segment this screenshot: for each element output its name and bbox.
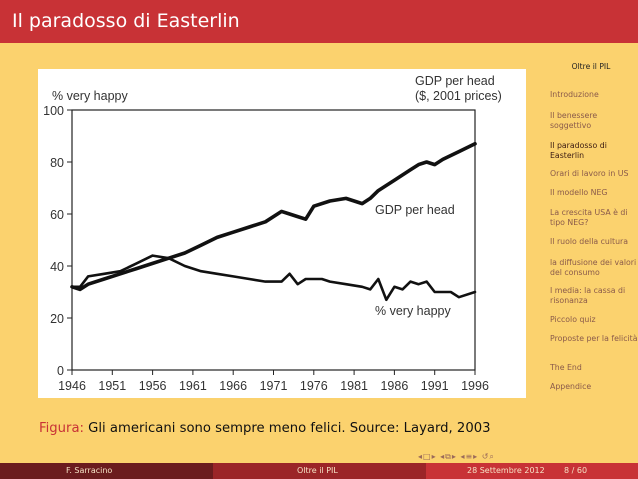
y-axis-label: % very happy	[52, 89, 128, 103]
nav-next-section-icon[interactable]: ▸	[473, 452, 479, 461]
plot-frame	[71, 109, 476, 371]
nav-next-subsection-icon[interactable]: ▸	[451, 452, 457, 461]
x-tick-label: 1976	[300, 379, 328, 393]
nav-prev-subsection-icon[interactable]: ◂	[440, 452, 446, 461]
nav-back-icon[interactable]: ↺	[481, 452, 490, 461]
slide-footer: F. Sarracino Oltre il PIL 28 Settembre 2…	[0, 463, 638, 479]
caption-label: Figura:	[39, 421, 84, 436]
right-axis-label-line2: ($, 2001 prices)	[415, 89, 502, 103]
slide-title: Il paradosso di Easterlin	[12, 10, 240, 32]
sidebar-item-proposte[interactable]: Proposte per la felicità	[550, 334, 638, 343]
footer-author: F. Sarracino	[66, 466, 113, 475]
line-chart: % very happy GDP per head ($, 2001 price…	[43, 74, 502, 393]
y-tick-label: 80	[50, 156, 64, 170]
sidebar-item-valori[interactable]: la diffusione dei valori del consumo	[550, 258, 637, 277]
caption-text: Gli americani sono sempre meno felici. S…	[88, 421, 491, 436]
footer-date: 28 Settembre 2012	[467, 466, 545, 475]
footer-title-box: Oltre il PIL	[213, 463, 426, 479]
x-tick-label: 1956	[139, 379, 167, 393]
annotation-happy: % very happy	[375, 304, 451, 318]
y-tick-label: 20	[50, 312, 64, 326]
x-tick-label: 1996	[461, 379, 489, 393]
annotation-gdp: GDP per head	[375, 203, 455, 217]
sidebar-navigation: Oltre il PIL Introduzione Il benessere s…	[548, 62, 638, 391]
nav-next-frame-icon[interactable]: ▸	[431, 452, 437, 461]
chart-figure: % very happy GDP per head ($, 2001 price…	[38, 69, 526, 398]
y-tick-label: 0	[57, 364, 64, 378]
x-tick-label: 1966	[219, 379, 247, 393]
nav-frame-icon[interactable]: □	[423, 452, 432, 461]
sidebar-item-easterlin[interactable]: Il paradosso di Easterlin	[550, 141, 607, 160]
right-axis-label-line1: GDP per head	[415, 74, 495, 88]
nav-prev-section-icon[interactable]: ◂	[460, 452, 466, 461]
nav-subsection-icon[interactable]: ⧉	[445, 452, 452, 461]
sidebar-item-orari[interactable]: Orari di lavoro in US	[550, 169, 629, 178]
x-tick-label: 1951	[98, 379, 126, 393]
y-tick-label: 100	[43, 104, 64, 118]
sidebar-item-cultura[interactable]: Il ruolo della cultura	[550, 237, 628, 246]
sidebar-heading[interactable]: Oltre il PIL	[571, 62, 611, 71]
nav-section-icon[interactable]: ≡	[465, 452, 474, 461]
x-tick-label: 1981	[340, 379, 368, 393]
slide-title-bar: Il paradosso di Easterlin	[0, 0, 638, 43]
x-tick-label: 1961	[179, 379, 207, 393]
nav-prev-frame-icon[interactable]: ◂	[418, 452, 424, 461]
beamer-navigation-symbols: ◂□▸ ◂⧉▸ ◂≡▸ ↺⌕	[418, 452, 538, 464]
sidebar-item-neg[interactable]: Il modello NEG	[550, 188, 608, 197]
footer-author-box: F. Sarracino	[0, 463, 213, 479]
x-tick-label: 1971	[260, 379, 288, 393]
footer-title: Oltre il PIL	[297, 466, 338, 475]
sidebar-item-benessere[interactable]: Il benessere soggettivo	[550, 111, 598, 130]
figure-caption: Figura: Gli americani sono sempre meno f…	[39, 421, 519, 436]
y-tick-label: 40	[50, 260, 64, 274]
sidebar-item-quiz[interactable]: Piccolo quiz	[550, 315, 596, 324]
series-line-gdp	[70, 142, 477, 292]
x-tick-label: 1946	[58, 379, 86, 393]
sidebar-item-crescita[interactable]: La crescita USA è di tipo NEG?	[550, 208, 628, 227]
y-tick-label: 60	[50, 208, 64, 222]
x-tick-label: 1986	[380, 379, 408, 393]
footer-page-number: 8 / 60	[564, 466, 588, 475]
sidebar-item-media[interactable]: I media: la cassa di risonanza	[550, 286, 626, 305]
sidebar-item-end[interactable]: The End	[550, 363, 582, 372]
sidebar-item-introduzione[interactable]: Introduzione	[550, 90, 599, 99]
footer-date-box: 28 Settembre 2012 8 / 60	[426, 463, 638, 479]
series-line-happy	[70, 254, 477, 302]
nav-search-icon[interactable]: ⌕	[489, 452, 495, 461]
x-tick-label: 1991	[421, 379, 449, 393]
sidebar-item-appendice[interactable]: Appendice	[550, 382, 592, 391]
